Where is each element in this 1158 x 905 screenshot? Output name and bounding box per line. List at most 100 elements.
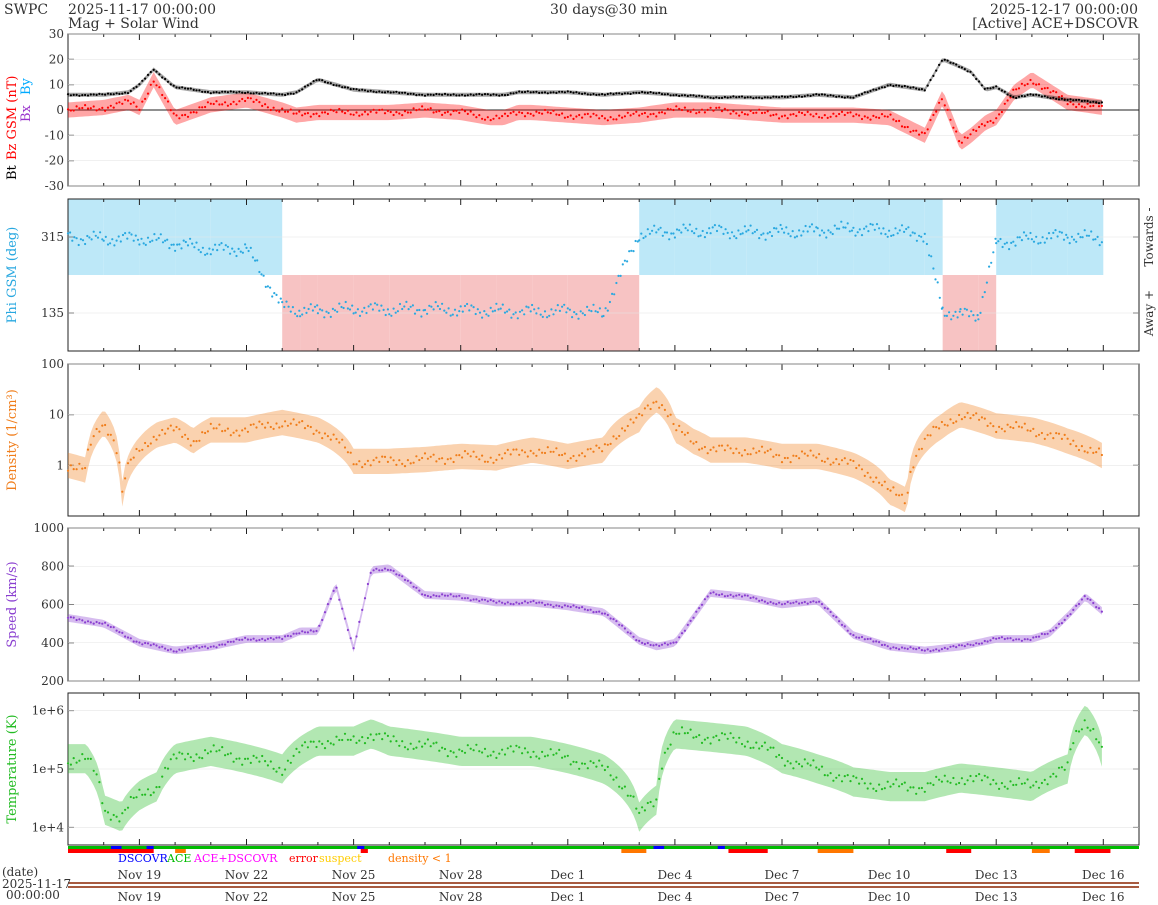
bz-series-point (1003, 102, 1006, 105)
density-series-point (529, 449, 532, 452)
phi-point (407, 308, 410, 311)
temperature-series-point (1043, 778, 1046, 782)
bt-series-point (1066, 98, 1069, 101)
bz-series-point (546, 111, 549, 114)
phi-point (138, 243, 141, 246)
org-label: SWPC (4, 2, 49, 18)
speed-series-point (869, 637, 872, 641)
bz-series-point (909, 130, 912, 133)
bz-series-point (892, 118, 895, 121)
density-series-point (823, 460, 826, 463)
temperature-series-point (678, 732, 681, 735)
phi-point (592, 303, 595, 306)
bt-series-point (232, 90, 235, 93)
bt-series-point (226, 91, 229, 94)
bz-series-point (323, 111, 327, 114)
density-series-point (686, 431, 689, 434)
phi-point (745, 230, 748, 233)
phi-point (673, 236, 677, 239)
speed-series-point (686, 623, 689, 627)
phi-point (340, 305, 343, 309)
speed-series-point (555, 604, 558, 607)
x-tick-label: Dec 10 (868, 868, 911, 882)
density-series-point (1063, 433, 1066, 436)
speed-series-point (518, 602, 521, 605)
temperature-series-point (438, 749, 441, 752)
temperature-series-point (612, 778, 615, 781)
bz-label: Bz GSM (nT) (5, 76, 20, 160)
bz-series-point (355, 111, 358, 114)
bz-series-point (1040, 87, 1043, 90)
bt-series-point (1092, 100, 1095, 103)
phi-point (890, 234, 893, 237)
temperature-series-point (503, 753, 507, 756)
speed-series-point (1075, 604, 1078, 607)
phi-point (590, 310, 593, 313)
bz-series-point (1006, 99, 1009, 102)
temperature-series-point (318, 740, 321, 743)
speed-series-point (132, 640, 135, 643)
bz-series-point (643, 111, 647, 115)
temperature-series-point (898, 785, 901, 788)
bt-series-point (386, 90, 389, 93)
temperature-series-point (752, 746, 755, 749)
temperature-series-point (698, 734, 701, 737)
temperature-series-point (164, 766, 167, 769)
density-series-point (1100, 453, 1103, 457)
bz-series-point (989, 119, 992, 123)
temperature-series-point (1006, 787, 1009, 790)
bz-series-point (578, 113, 581, 117)
temperature-series-point (875, 789, 878, 793)
phi-point (432, 308, 435, 311)
density-series-point (358, 460, 361, 463)
bz-series-point (423, 108, 427, 111)
temperature-series-point (132, 796, 135, 800)
bt-series-point (763, 96, 767, 99)
density-series-point (1092, 451, 1095, 454)
density-series-point (218, 423, 221, 426)
density-series-point (783, 456, 787, 460)
bz-series-point (952, 126, 955, 129)
speed-series-point (738, 593, 741, 596)
density-series-point (298, 421, 301, 424)
phi-point (994, 237, 997, 240)
speed-series-point (515, 601, 518, 604)
bz-series-point (523, 115, 527, 118)
temperature-series-point (155, 786, 158, 789)
temperature-series-point (335, 735, 338, 738)
bt-series-point (715, 96, 718, 99)
temperature-series-point (215, 750, 218, 753)
bt-series-point (241, 91, 244, 94)
temperature-series-point (115, 815, 118, 818)
temperature-series-point (835, 776, 838, 779)
density-series-point (1055, 432, 1058, 435)
bz-series-point (503, 112, 507, 115)
bz-series-point (975, 129, 978, 132)
bx-label: Bx (19, 104, 34, 122)
density-series-point (532, 452, 535, 455)
bt-series-point (769, 96, 772, 99)
bt-series-point (1026, 93, 1029, 96)
speed-series-point (463, 597, 467, 600)
legend-ace-dscovr: ACE+DSCOVR (193, 852, 278, 865)
density-series-point (246, 430, 249, 433)
temperature-series-point (152, 791, 155, 794)
density-series-point (221, 430, 224, 433)
phi-point (586, 305, 589, 308)
density-series-point (129, 458, 132, 461)
bt-series-point (1020, 94, 1024, 98)
bz-series-point (612, 118, 615, 121)
bz-series-point (135, 105, 138, 108)
density-series-point (906, 491, 909, 494)
temperature-series-point (1077, 730, 1081, 733)
density-series-point (846, 462, 849, 465)
speed-series-point (855, 636, 858, 639)
temperature-series-point (566, 754, 569, 757)
bz-series-point (146, 92, 150, 95)
bt-series-point (1055, 97, 1058, 100)
bz-series-point (432, 111, 435, 114)
temperature-ylabel: Temperature (K) (5, 714, 20, 823)
speed-series-point (449, 593, 452, 596)
density-series-point (209, 422, 212, 425)
bz-series-point (552, 109, 555, 112)
